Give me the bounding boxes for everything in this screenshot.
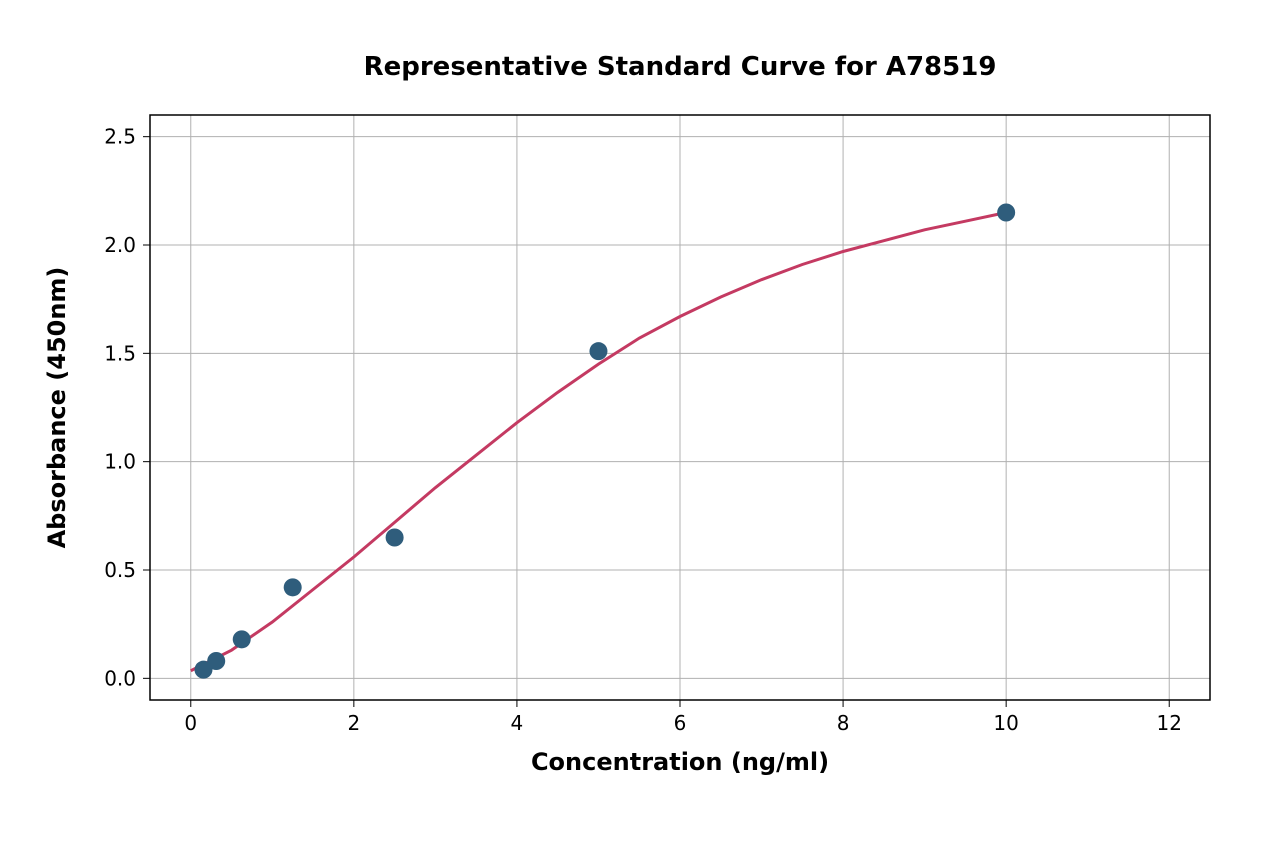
chart-title: Representative Standard Curve for A78519 [364,52,997,82]
x-tick-label: 2 [347,711,360,735]
chart-container: 0 2 4 6 8 10 12 0.0 0.5 1.0 1.5 2.0 2.5 Concentration… [0,0,1280,845]
x-tick-label: 8 [837,711,850,735]
y-tick-label: 2.0 [104,233,136,257]
y-tick-label: 1.0 [104,450,136,474]
data-point [233,630,251,648]
data-point [207,652,225,670]
y-tick-label: 0.5 [104,558,136,582]
data-point [284,578,302,596]
x-tick-label: 4 [511,711,524,735]
y-tick-label: 2.5 [104,125,136,149]
data-point [386,529,404,547]
fitted-curve [191,213,1006,671]
data-point [589,342,607,360]
x-axis-label: Concentration (ng/ml) [531,748,829,776]
x-tick-label: 0 [184,711,197,735]
y-axis-label: Absorbance (450nm) [43,267,71,549]
y-tick-label: 1.5 [104,341,136,365]
data-point [997,204,1015,222]
standard-curve-chart: 0 2 4 6 8 10 12 0.0 0.5 1.0 1.5 2.0 2.5 Concentration… [0,0,1280,845]
x-tick-label: 12 [1157,711,1182,735]
x-tick-label: 10 [993,711,1018,735]
y-tick-label: 0.0 [104,666,136,690]
x-tick-label: 6 [674,711,687,735]
